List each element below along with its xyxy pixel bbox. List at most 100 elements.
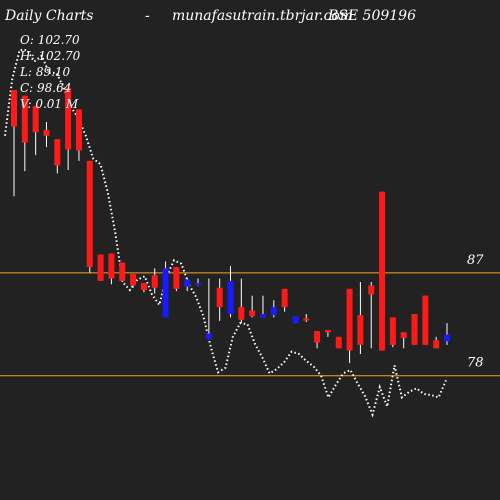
candle-body: [86, 160, 93, 268]
ohlc-volume: V: 0.01 M: [20, 97, 79, 111]
candle-body: [433, 340, 440, 349]
candle-body: [65, 87, 72, 150]
candle-body: [400, 332, 407, 338]
candle-body: [108, 253, 115, 279]
candle-body: [140, 283, 147, 290]
candle-body: [43, 130, 50, 136]
ohlc-close: C: 98.64: [20, 81, 71, 95]
dotted-series: [4, 49, 447, 418]
candle: [357, 282, 364, 354]
candle: [205, 278, 212, 340]
candle: [422, 295, 429, 345]
candle: [32, 106, 39, 156]
candle-body: [379, 191, 386, 351]
candle-body: [335, 336, 342, 349]
chart-title: Daily Charts: [4, 8, 93, 24]
candle: [238, 278, 245, 324]
candle: [249, 295, 256, 318]
candle: [368, 282, 375, 349]
candle: [270, 300, 277, 318]
site-name: munafasutrain.tbrjar.com: [172, 8, 353, 24]
candle: [173, 267, 180, 292]
candle-body: [303, 318, 310, 321]
candle-body: [368, 285, 375, 295]
ohlc-open: O: 102.70: [20, 33, 80, 47]
candle: [97, 254, 104, 281]
candle: [119, 262, 126, 282]
candle-body: [216, 287, 223, 308]
candle-body: [444, 334, 450, 342]
candle: [433, 336, 440, 349]
candle-body: [324, 330, 331, 333]
candle: [389, 317, 396, 348]
candle-body: [292, 316, 299, 324]
candle-body: [281, 288, 288, 308]
candle-body: [151, 275, 158, 288]
candle: [335, 336, 342, 349]
ohlc-high: H: 102.70: [19, 49, 81, 63]
symbol-label: BSE 509196: [327, 8, 416, 24]
candle: [184, 278, 191, 292]
candle: [54, 139, 61, 174]
candle-body: [97, 254, 104, 281]
candle: [151, 268, 158, 294]
candle: [281, 288, 288, 312]
candle-body: [346, 288, 353, 351]
ohlc-low: L: 89.10: [19, 65, 71, 79]
candle-body: [184, 279, 191, 287]
candle: [43, 122, 50, 148]
candle: [195, 278, 202, 286]
candle-body: [162, 268, 169, 318]
candle-body: [227, 280, 234, 314]
candle-body: [238, 307, 245, 320]
candle-body: [411, 314, 418, 345]
candle: [292, 316, 299, 324]
candle-body: [314, 331, 321, 343]
candle: [216, 278, 223, 321]
candle-body: [389, 317, 396, 345]
candle: [162, 261, 169, 318]
candle: [400, 332, 407, 349]
candle: [259, 295, 266, 318]
candle: [227, 266, 234, 318]
candle: [86, 160, 93, 273]
candle-body: [205, 333, 212, 340]
candle-body: [270, 307, 277, 316]
candle: [11, 90, 17, 197]
level-label-78: 78: [467, 356, 484, 371]
candle: [130, 274, 137, 288]
candle-body: [11, 90, 17, 127]
candle-body: [130, 274, 137, 286]
candle: [324, 330, 331, 337]
candle-body: [357, 315, 364, 345]
candle: [346, 288, 353, 364]
candle-body: [259, 314, 266, 318]
candle: [108, 253, 115, 285]
candle-body: [195, 283, 202, 286]
level-label-87: 87: [467, 253, 484, 268]
candle-body: [21, 95, 28, 143]
candle: [411, 314, 418, 345]
candle-body: [75, 109, 82, 151]
candle: [444, 323, 450, 345]
candle: [314, 331, 321, 349]
candles: [11, 87, 450, 364]
candle-body: [54, 139, 61, 166]
candle: [303, 314, 310, 322]
candle-body: [422, 295, 429, 345]
level-lines: 87 78: [0, 253, 500, 377]
candle-body: [173, 267, 180, 289]
candle-body: [32, 106, 39, 133]
dotted-series-line: [4, 49, 447, 418]
candle: [21, 95, 28, 172]
candle-body: [249, 310, 256, 317]
candle-body: [119, 262, 126, 281]
candle: [65, 87, 72, 170]
candle: [379, 191, 386, 351]
candle: [140, 283, 147, 293]
title-dash: -: [145, 8, 150, 24]
candle: [75, 109, 82, 161]
